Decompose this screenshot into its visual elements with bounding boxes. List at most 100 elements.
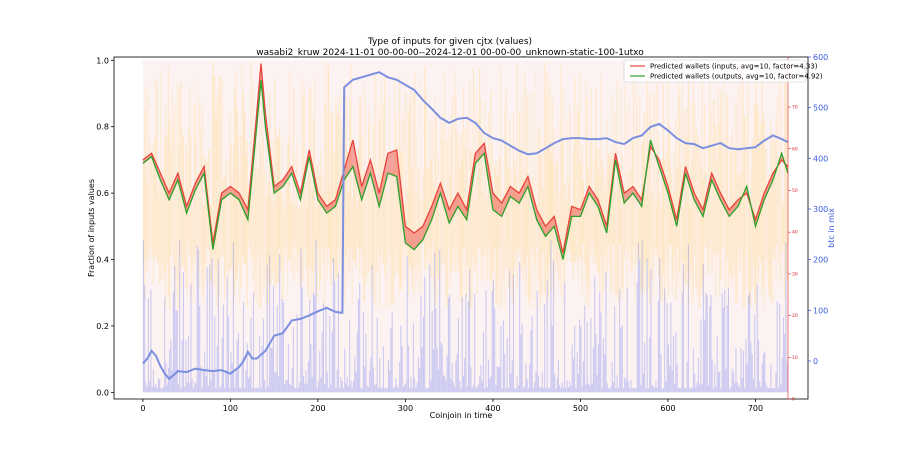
y-axis-label: Fraction of inputs values xyxy=(87,179,96,277)
background-bar-yellow xyxy=(241,63,243,256)
y2-tick-label: 200 xyxy=(813,256,828,265)
background-bar-blue xyxy=(607,388,610,393)
background-bar-blue xyxy=(696,382,698,393)
background-bar-yellow xyxy=(260,148,262,309)
background-bar-blue xyxy=(481,381,483,393)
background-bar-yellow xyxy=(190,138,192,301)
background-bar-blue xyxy=(496,366,498,393)
background-bar-yellow xyxy=(675,117,677,300)
x-tick-label: 600 xyxy=(660,404,675,413)
background-bar-yellow xyxy=(737,88,740,244)
background-bar-blue xyxy=(175,310,177,393)
background-bar-yellow xyxy=(147,92,150,252)
background-bar-yellow xyxy=(705,170,707,249)
background-bar-blue xyxy=(272,286,275,393)
background-bar-yellow xyxy=(689,205,691,285)
background-bar-blue xyxy=(566,380,568,393)
background-bar-blue xyxy=(211,258,213,393)
background-bar-yellow xyxy=(185,143,187,289)
background-bar-blue xyxy=(172,292,175,393)
background-bar-blue xyxy=(695,387,697,393)
background-bar-yellow xyxy=(564,183,566,282)
background-bar-blue xyxy=(220,385,222,393)
background-bar-yellow xyxy=(592,199,595,265)
y-tick-label: 0.4 xyxy=(96,256,109,265)
background-bar-blue xyxy=(320,377,322,393)
background-bar-yellow xyxy=(641,143,643,299)
background-bar-yellow xyxy=(542,188,545,253)
background-bar-yellow xyxy=(464,128,466,250)
background-bar-blue xyxy=(520,334,522,393)
background-bar-blue xyxy=(549,388,551,393)
background-bar-yellow xyxy=(627,173,630,259)
background-bar-blue xyxy=(236,339,238,393)
background-bar-yellow xyxy=(706,196,708,274)
background-bar-yellow xyxy=(382,101,385,265)
y3-tick-label: 10 xyxy=(792,355,798,361)
background-bar-yellow xyxy=(574,77,576,263)
background-bar-yellow xyxy=(476,176,478,294)
background-bar-blue xyxy=(684,388,686,393)
background-bar-blue xyxy=(394,387,396,393)
background-bar-yellow xyxy=(170,150,172,256)
background-bar-blue xyxy=(766,387,768,393)
background-bar-blue xyxy=(197,249,200,393)
background-bar-blue xyxy=(556,377,558,393)
background-bar-yellow xyxy=(325,61,327,250)
background-bar-blue xyxy=(454,387,456,393)
background-bar-blue xyxy=(492,280,495,393)
background-bar-blue xyxy=(746,364,748,393)
background-bar-yellow xyxy=(346,151,348,286)
background-bar-yellow xyxy=(215,116,217,273)
background-bar-blue xyxy=(271,347,273,393)
legend-box xyxy=(623,59,807,83)
background-bar-yellow xyxy=(289,71,291,259)
background-bar-yellow xyxy=(177,145,180,309)
background-bar-blue xyxy=(391,312,393,393)
background-bar-blue xyxy=(532,388,535,393)
background-bar-yellow xyxy=(396,150,398,273)
background-bar-blue xyxy=(442,375,445,393)
background-bar-blue xyxy=(419,368,421,393)
inputs-outputs-gap-fill xyxy=(142,63,788,260)
background-bar-yellow xyxy=(570,209,572,262)
background-bar-yellow xyxy=(166,133,168,266)
background-bar-blue xyxy=(587,383,590,393)
background-bar-blue xyxy=(226,276,228,393)
background-bar-blue xyxy=(285,380,287,393)
background-bar-yellow xyxy=(234,90,236,294)
background-bar-yellow xyxy=(330,111,332,286)
background-bar-yellow xyxy=(450,130,452,275)
background-bar-blue xyxy=(580,326,582,393)
background-bar-yellow xyxy=(461,160,463,308)
background-bar-blue xyxy=(469,269,471,393)
background-bar-blue xyxy=(564,282,566,393)
background-bar-yellow xyxy=(524,72,526,265)
background-bar-yellow xyxy=(510,170,512,277)
background-bar-yellow xyxy=(636,106,638,267)
background-bar-blue xyxy=(177,383,180,393)
background-bar-blue xyxy=(541,371,543,393)
background-bar-yellow xyxy=(255,124,257,266)
background-bar-yellow xyxy=(635,65,637,264)
background-bar-yellow xyxy=(152,162,155,285)
background-bar-yellow xyxy=(172,124,175,265)
background-bar-yellow xyxy=(484,101,486,251)
background-bar-blue xyxy=(757,339,760,393)
background-bar-yellow xyxy=(686,108,688,273)
background-bar-blue xyxy=(475,388,477,393)
background-bar-blue xyxy=(347,386,350,393)
background-bar-blue xyxy=(615,388,617,393)
background-bar-yellow xyxy=(327,65,330,248)
background-bar-yellow xyxy=(674,191,676,256)
background-bar-blue xyxy=(599,292,601,393)
background-bar-yellow xyxy=(551,99,553,245)
background-bar-yellow xyxy=(726,96,728,259)
background-bar-yellow xyxy=(410,89,412,271)
background-bar-blue xyxy=(434,252,436,393)
background-bar-blue xyxy=(759,381,761,393)
background-bar-yellow xyxy=(154,139,156,260)
background-bar-yellow xyxy=(437,154,440,279)
background-bar-blue xyxy=(227,316,230,393)
background-bar-blue xyxy=(200,366,202,393)
